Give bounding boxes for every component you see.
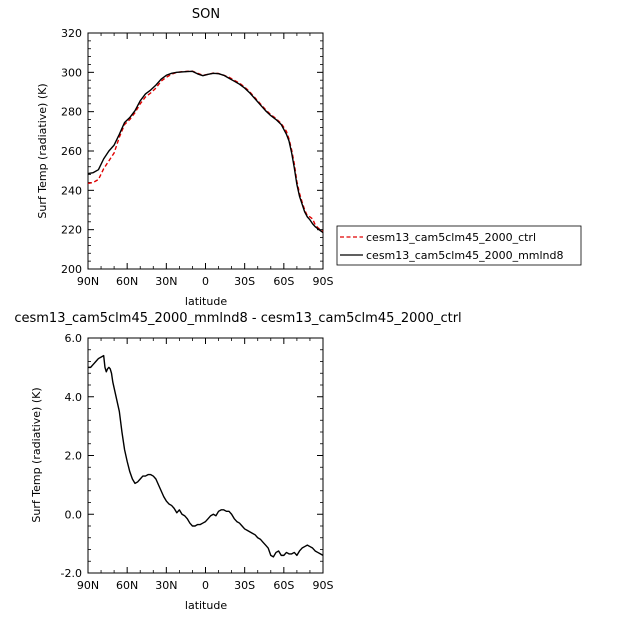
- bottom-series-line-difference: [88, 354, 324, 558]
- bottom-series-lines: [88, 354, 324, 558]
- top-x-tick-label: 60N: [116, 275, 138, 288]
- bottom-x-tick-labels: 90N 60N 30N 0 30S 60S 90S: [77, 579, 334, 592]
- bottom-y-tick-label: 2.0: [65, 450, 83, 463]
- top-y-tick-label: 200: [61, 263, 82, 276]
- bottom-y-tick-label: 0.0: [65, 508, 83, 521]
- bottom-y-axis-label: Surf Temp (radiative) (K): [30, 387, 43, 522]
- legend: cesm13_cam5clm45_2000_ctrl cesm13_cam5cl…: [336, 225, 582, 266]
- bottom-x-tick-label: 90N: [77, 579, 99, 592]
- top-x-tick-label: 60S: [273, 275, 294, 288]
- top-axis-ticks: [87, 32, 324, 270]
- bottom-plot-frame: [87, 337, 324, 574]
- top-y-tick-label: 260: [61, 145, 82, 158]
- bottom-x-tick-label: 60N: [116, 579, 138, 592]
- top-series-line-cesm13-cam5clm45-2000-mmlnd8: [87, 70, 324, 234]
- top-x-tick-label: 30S: [234, 275, 255, 288]
- top-y-tick-label: 240: [61, 184, 82, 197]
- top-y-axis-label: Surf Temp (radiative) (K): [36, 83, 49, 218]
- top-x-axis-label: latitude: [185, 295, 227, 308]
- bottom-y-tick-label: -2.0: [61, 567, 82, 580]
- top-y-tick-label: 320: [61, 27, 82, 40]
- top-x-tick-label: 90N: [77, 275, 99, 288]
- legend-box: [336, 225, 582, 266]
- bottom-chart-title: cesm13_cam5clm45_2000_mmlnd8 - cesm13_ca…: [14, 311, 461, 326]
- bottom-y-tick-label: 4.0: [65, 391, 83, 404]
- bottom-x-tick-label: 60S: [273, 579, 294, 592]
- bottom-x-tick-label: 30N: [155, 579, 177, 592]
- bottom-x-axis-label: latitude: [185, 599, 227, 612]
- top-y-tick-label: 280: [61, 106, 82, 119]
- top-panel: SON 90N 60N 30N 0 30S 60S 90S 200 220 240 260 280 3…: [36, 7, 334, 308]
- legend-label-ctrl: cesm13_cam5clm45_2000_ctrl: [366, 231, 536, 244]
- bottom-y-tick-label: 6.0: [65, 332, 83, 345]
- top-x-tick-label: 30N: [155, 275, 177, 288]
- bottom-x-tick-label: 90S: [313, 579, 334, 592]
- top-chart-title: SON: [192, 7, 220, 22]
- bottom-panel: cesm13_cam5clm45_2000_mmlnd8 - cesm13_ca…: [14, 311, 461, 612]
- bottom-x-tick-label: 0: [202, 579, 209, 592]
- top-y-tick-labels: 200 220 240 260 280 300 320: [61, 27, 82, 276]
- bottom-axis-ticks: [87, 337, 324, 574]
- top-y-tick-label: 220: [61, 224, 82, 237]
- top-series-lines: [87, 70, 324, 234]
- bottom-x-tick-label: 30S: [234, 579, 255, 592]
- top-x-tick-label: 90S: [313, 275, 334, 288]
- top-plot-frame: [87, 32, 324, 270]
- top-x-tick-labels: 90N 60N 30N 0 30S 60S 90S: [77, 275, 334, 288]
- top-x-tick-label: 0: [202, 275, 209, 288]
- top-y-tick-label: 300: [61, 66, 82, 79]
- legend-label-mmlnd8: cesm13_cam5clm45_2000_mmlnd8: [366, 249, 564, 262]
- bottom-y-tick-labels: -2.0 0.0 2.0 4.0 6.0: [61, 332, 82, 580]
- top-series-line-cesm13-cam5clm45-2000-ctrl: [87, 70, 324, 233]
